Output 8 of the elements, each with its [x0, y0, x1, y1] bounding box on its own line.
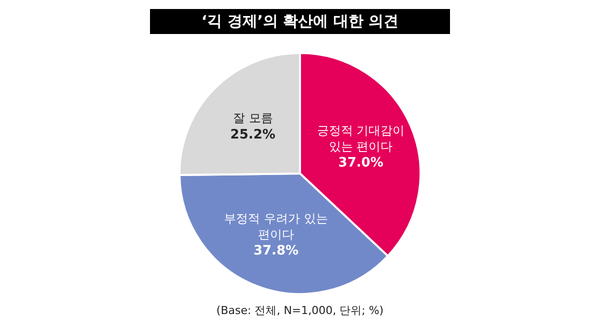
chart-title: ‘긱 경제’의 확산에 대한 의견 [150, 9, 450, 34]
data-label: 37.8% [253, 244, 299, 259]
data-label: 37.0% [338, 156, 384, 171]
data-label: 25.2% [230, 127, 276, 142]
text: (Base: 전체, N=1,000, 단위; %) [215, 303, 385, 318]
slice-label: 잘 모름 [232, 111, 273, 126]
slice-label: 긍정적 기대감이 있는 편이다 [316, 123, 405, 154]
slice-label: 부정적 우려가 있는 편이다 [224, 211, 328, 242]
